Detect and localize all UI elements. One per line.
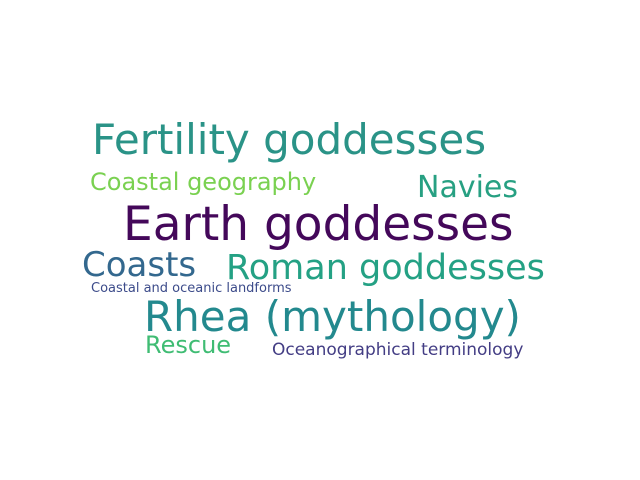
- word-rescue: Rescue: [145, 331, 232, 359]
- word-navies: Navies: [417, 170, 519, 205]
- word-coasts: Coasts: [82, 245, 197, 285]
- word-rhea-mythology: Rhea (mythology): [144, 292, 521, 341]
- word-roman-goddesses: Roman goddesses: [226, 248, 545, 288]
- word-oceanographical-terminology: Oceanographical terminology: [272, 340, 524, 360]
- word-coastal-geography: Coastal geography: [90, 168, 317, 196]
- word-coastal-and-oceanic-landforms: Coastal and oceanic landforms: [91, 281, 292, 296]
- word-fertility-goddesses: Fertility goddesses: [92, 115, 487, 164]
- word-earth-goddesses: Earth goddesses: [123, 197, 514, 252]
